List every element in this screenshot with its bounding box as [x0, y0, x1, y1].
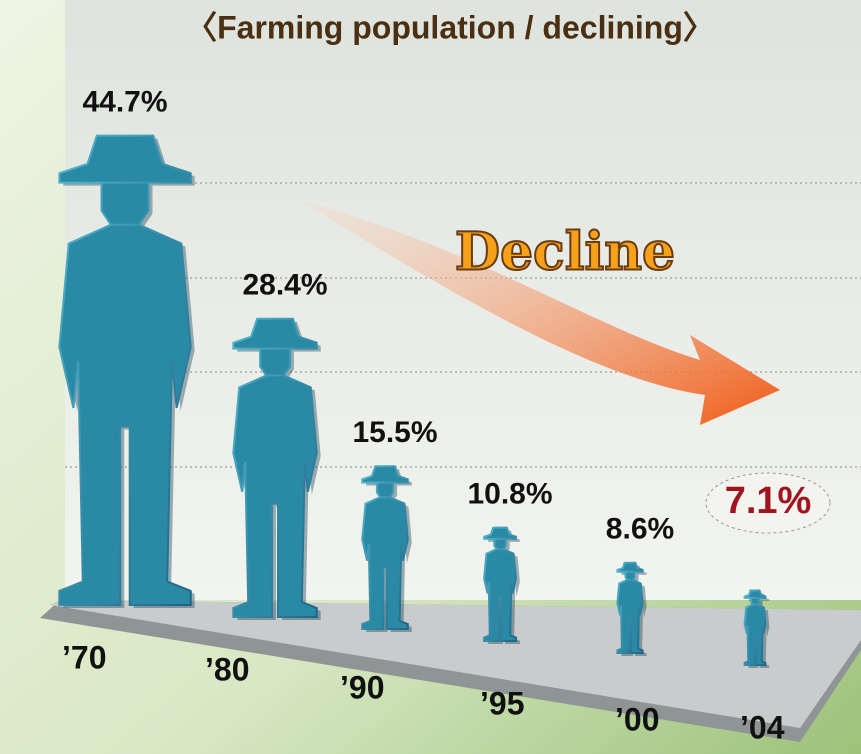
figure: [361, 465, 409, 630]
figure: [616, 561, 644, 654]
figure: [232, 317, 318, 618]
chart-title: 〈Farming population / declining〉: [185, 9, 715, 45]
figure: [743, 589, 767, 666]
value-label: 28.4%: [242, 269, 327, 302]
annotation: Decline: [455, 222, 675, 283]
x-tick-label: ’80: [205, 651, 249, 687]
x-tick-label: ’00: [615, 701, 659, 737]
value-label: 15.5%: [352, 416, 437, 449]
value-label: 44.7%: [82, 86, 167, 119]
figure: [483, 526, 517, 642]
highlight-ellipse: [705, 472, 831, 534]
figure: [58, 134, 192, 606]
value-label: 8.6%: [606, 513, 674, 546]
value-label: 10.8%: [467, 478, 552, 511]
value-label: 7.1%: [725, 480, 812, 522]
decline-arrow: [300, 200, 780, 425]
x-tick-label: ’95: [480, 685, 524, 721]
x-tick-label: ’04: [740, 709, 785, 745]
x-tick-label: ’90: [340, 669, 384, 705]
platform-top: [50, 600, 861, 728]
x-tick-label: ’70: [62, 639, 106, 675]
